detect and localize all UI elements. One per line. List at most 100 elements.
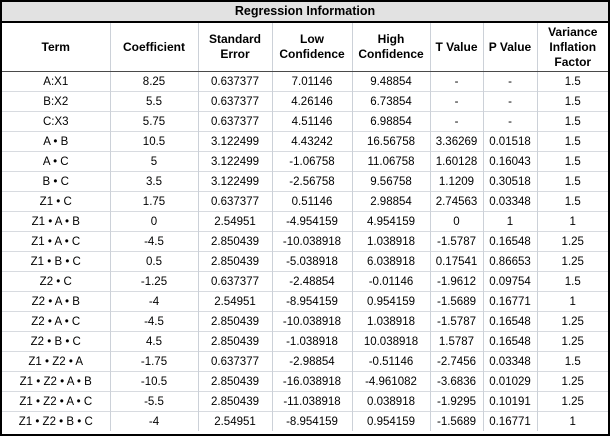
cell-low-confidence: -1.06758	[271, 151, 352, 172]
cell-term: Z1 • Z2 • B • C	[2, 411, 110, 431]
cell-vif: 1.25	[536, 391, 608, 412]
table-row: Z2 • A • B -4 2.54951 -8.954159 0.954159 -1.5…	[2, 291, 608, 312]
cell-term: Z1 • Z2 • A • C	[2, 391, 110, 412]
cell-low-confidence: 7.01146	[271, 71, 352, 92]
cell-low-confidence: 4.51146	[271, 111, 352, 132]
cell-low-confidence: -1.038918	[271, 331, 352, 352]
cell-p-value: -	[482, 71, 537, 92]
cell-t-value: -	[429, 91, 483, 112]
cell-standard-error: 0.637377	[197, 191, 272, 212]
cell-coefficient: 4.5	[109, 331, 198, 352]
table-title: Regression Information	[2, 2, 608, 23]
table-row: A • B 10.5 3.122499 4.43242 16.56758 3.36269 0…	[2, 131, 608, 152]
cell-coefficient: 5	[109, 151, 198, 172]
table-row: Z1 • Z2 • A • C -5.5 2.850439 -11.038918 0.0…	[2, 391, 608, 412]
cell-standard-error: 0.637377	[197, 71, 272, 92]
cell-low-confidence: -5.038918	[271, 251, 352, 272]
cell-coefficient: -4.5	[109, 311, 198, 332]
table-row: Z2 • A • C -4.5 2.850439 -10.038918 1.038918…	[2, 311, 608, 332]
cell-standard-error: 2.850439	[197, 371, 272, 392]
table-row: Z1 • Z2 • A • B -10.5 2.850439 -16.038918 -4…	[2, 371, 608, 392]
cell-term: A • B	[2, 131, 110, 152]
table-row: Z1 • C 1.75 0.637377 0.51146 2.98854 2.74563 0…	[2, 191, 608, 212]
cell-t-value: 0	[429, 211, 483, 232]
cell-vif: 1	[536, 211, 608, 232]
cell-standard-error: 2.850439	[197, 331, 272, 352]
cell-high-confidence: 16.56758	[351, 131, 430, 152]
cell-term: Z1 • B • C	[2, 251, 110, 272]
cell-p-value: 1	[482, 211, 537, 232]
cell-high-confidence: 0.038918	[351, 391, 430, 412]
cell-vif: 1.5	[536, 271, 608, 292]
cell-standard-error: 0.637377	[197, 271, 272, 292]
cell-p-value: 0.03348	[482, 191, 537, 212]
cell-term: B • C	[2, 171, 110, 192]
column-header-term: Term	[2, 23, 110, 72]
cell-coefficient: -4.5	[109, 231, 198, 252]
cell-term: Z2 • A • C	[2, 311, 110, 332]
cell-coefficient: -5.5	[109, 391, 198, 412]
cell-high-confidence: 9.56758	[351, 171, 430, 192]
cell-low-confidence: -2.98854	[271, 351, 352, 372]
cell-vif: 1.25	[536, 371, 608, 392]
cell-t-value: -3.6836	[429, 371, 483, 392]
cell-t-value: 1.5787	[429, 331, 483, 352]
cell-standard-error: 0.637377	[197, 111, 272, 132]
cell-t-value: 2.74563	[429, 191, 483, 212]
cell-vif: 1.5	[536, 131, 608, 152]
cell-low-confidence: -11.038918	[271, 391, 352, 412]
cell-p-value: 0.09754	[482, 271, 537, 292]
cell-vif: 1.5	[536, 171, 608, 192]
cell-low-confidence: 0.51146	[271, 191, 352, 212]
cell-term: Z2 • B • C	[2, 331, 110, 352]
cell-vif: 1	[536, 291, 608, 312]
regression-table: Term Coefficient Standard Error Low Conf…	[2, 23, 608, 431]
cell-p-value: 0.03348	[482, 351, 537, 372]
cell-vif: 1.5	[536, 91, 608, 112]
cell-t-value: -2.7456	[429, 351, 483, 372]
cell-t-value: -1.5787	[429, 311, 483, 332]
cell-high-confidence: -0.01146	[351, 271, 430, 292]
cell-t-value: -	[429, 71, 483, 92]
cell-p-value: -	[482, 111, 537, 132]
cell-standard-error: 3.122499	[197, 131, 272, 152]
column-header-standard-error: Standard Error	[197, 23, 272, 72]
cell-p-value: 0.16043	[482, 151, 537, 172]
cell-p-value: 0.16548	[482, 231, 537, 252]
cell-coefficient: -1.75	[109, 351, 198, 372]
cell-coefficient: -10.5	[109, 371, 198, 392]
cell-coefficient: 0.5	[109, 251, 198, 272]
cell-term: Z1 • A • C	[2, 231, 110, 252]
cell-high-confidence: 1.038918	[351, 311, 430, 332]
cell-t-value: -1.5689	[429, 411, 483, 431]
cell-t-value: -1.5787	[429, 231, 483, 252]
cell-coefficient: 3.5	[109, 171, 198, 192]
cell-vif: 1.25	[536, 311, 608, 332]
cell-high-confidence: 0.954159	[351, 411, 430, 431]
cell-coefficient: 10.5	[109, 131, 198, 152]
cell-p-value: 0.86653	[482, 251, 537, 272]
cell-high-confidence: 6.98854	[351, 111, 430, 132]
cell-t-value: -1.9295	[429, 391, 483, 412]
cell-standard-error: 2.850439	[197, 311, 272, 332]
cell-p-value: 0.16548	[482, 331, 537, 352]
cell-term: Z2 • C	[2, 271, 110, 292]
cell-t-value: -1.5689	[429, 291, 483, 312]
cell-coefficient: 1.75	[109, 191, 198, 212]
cell-standard-error: 0.637377	[197, 91, 272, 112]
cell-coefficient: 8.25	[109, 71, 198, 92]
cell-term: B:X2	[2, 91, 110, 112]
cell-high-confidence: 2.98854	[351, 191, 430, 212]
cell-coefficient: -4	[109, 291, 198, 312]
cell-high-confidence: -0.51146	[351, 351, 430, 372]
cell-low-confidence: -2.48854	[271, 271, 352, 292]
cell-coefficient: 5.5	[109, 91, 198, 112]
regression-table-body: A:X1 8.25 0.637377 7.01146 9.48854- -1.5 B:X2 5…	[2, 71, 608, 431]
cell-standard-error: 2.54951	[197, 211, 272, 232]
column-header-high-confidence: High Confidence	[351, 23, 430, 72]
cell-standard-error: 3.122499	[197, 151, 272, 172]
cell-vif: 1.5	[536, 191, 608, 212]
cell-term: A • C	[2, 151, 110, 172]
cell-p-value: 0.10191	[482, 391, 537, 412]
